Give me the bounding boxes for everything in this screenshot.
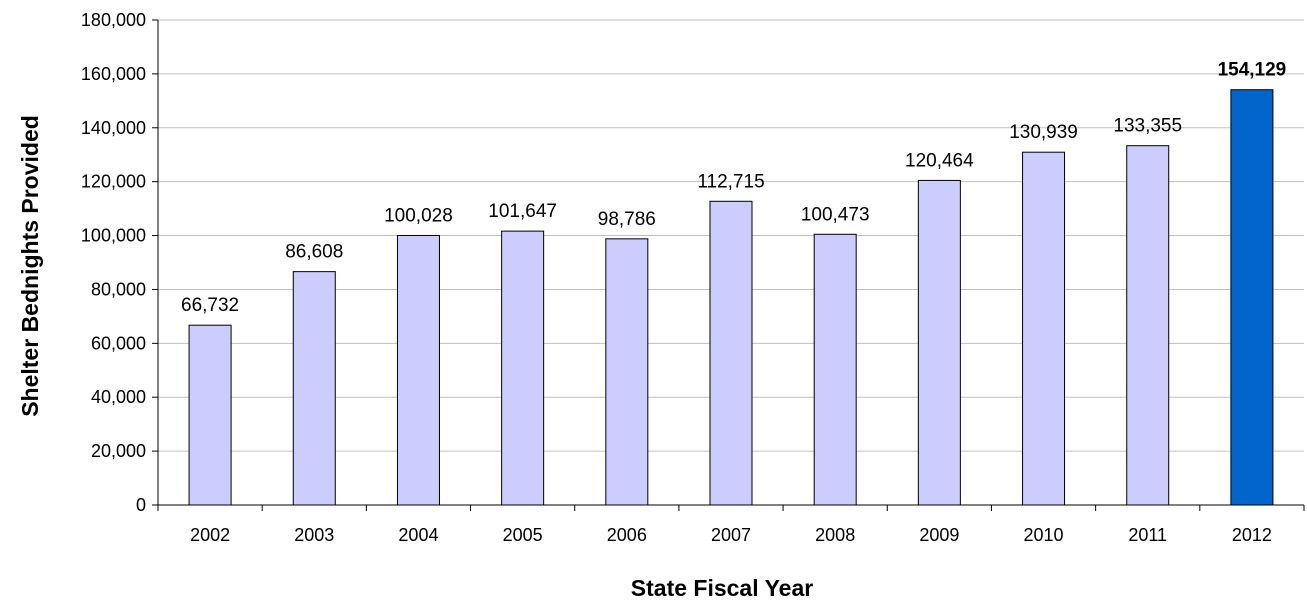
y-axis-title: Shelter Bednights Provided (17, 115, 43, 417)
y-tick-label: 40,000 (91, 387, 146, 407)
y-tick-labels: 0 20,000 40,000 60,000 80,000 100,000 120,000 1… (81, 10, 146, 515)
data-label: 98,786 (598, 209, 656, 230)
bar-2006 (605, 238, 649, 506)
bar-2003 (292, 271, 336, 506)
y-tick-label: 80,000 (91, 279, 146, 299)
x-tick-label: 2005 (503, 525, 543, 545)
bar-2002 (188, 324, 232, 506)
bar-2012 (1230, 89, 1274, 506)
y-tick-label: 160,000 (81, 64, 146, 84)
x-tick-label: 2004 (398, 525, 438, 545)
data-label: 100,028 (384, 205, 453, 226)
data-label: 112,715 (697, 171, 764, 192)
data-label: 86,608 (285, 242, 343, 263)
data-label: 100,473 (801, 204, 870, 225)
bar-2009 (917, 179, 961, 506)
bars (188, 89, 1274, 506)
x-tick-label: 2008 (815, 525, 855, 545)
data-label: 154,129 (1218, 60, 1287, 81)
bar-2010 (1022, 151, 1066, 506)
data-label: 66,732 (181, 295, 239, 316)
y-tick-label: 60,000 (91, 333, 146, 353)
bar-2005 (501, 230, 545, 506)
y-tick-label: 120,000 (81, 172, 146, 192)
y-tick-label: 180,000 (81, 10, 146, 30)
data-label: 120,464 (905, 150, 974, 171)
y-tick-label: 140,000 (81, 118, 146, 138)
y-tick-label: 100,000 (81, 226, 146, 246)
bar-2008 (813, 233, 857, 506)
data-label: 130,939 (1009, 122, 1078, 143)
x-tick-label: 2003 (294, 525, 334, 545)
x-tick-label: 2012 (1232, 525, 1272, 545)
x-tick-label: 2009 (919, 525, 959, 545)
x-tick-label: 2011 (1128, 525, 1167, 545)
data-label: 133,355 (1113, 116, 1182, 137)
data-label: 101,647 (488, 201, 557, 222)
x-tick-labels: 2002 2003 2004 2005 2006 2007 2008 2009 2010 2011… (190, 525, 1272, 545)
x-tick-label: 2006 (607, 525, 647, 545)
y-tick-label: 0 (136, 495, 146, 515)
data-labels: 66,732 86,608 100,028 101,647 98,786 112,715 1… (181, 60, 1286, 316)
x-tick-label: 2010 (1024, 525, 1064, 545)
y-tick-label: 20,000 (91, 441, 146, 461)
axes (152, 19, 1305, 511)
x-axis-title: State Fiscal Year (631, 575, 813, 601)
bar-2011 (1126, 145, 1170, 506)
bar-2004 (396, 234, 440, 506)
x-tick-label: 2002 (190, 525, 230, 545)
bar-2007 (709, 200, 753, 506)
x-tick-label: 2007 (711, 525, 751, 545)
